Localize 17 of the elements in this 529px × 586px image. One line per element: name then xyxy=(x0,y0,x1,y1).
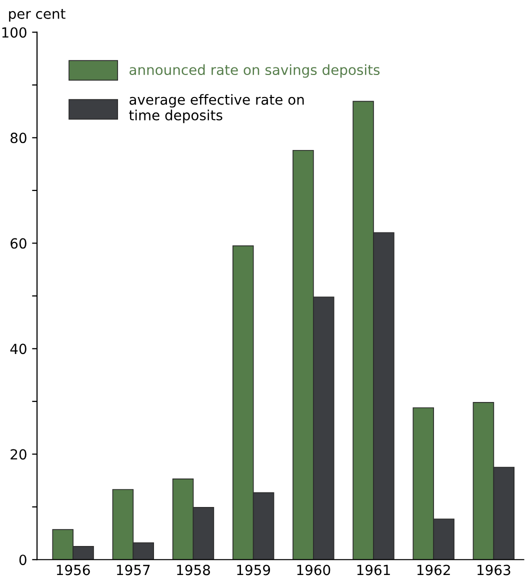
y-tick-label: 100 xyxy=(2,27,26,38)
x-tick-label: 1956 xyxy=(56,564,90,576)
y-tick-label: 60 xyxy=(10,238,26,249)
x-tick-label: 1959 xyxy=(237,564,270,576)
y-axis-title: per cent xyxy=(9,9,66,22)
x-tick-label: 1962 xyxy=(417,564,450,576)
x-tick-label: 1957 xyxy=(117,564,150,576)
legend-label: average effective rate on time deposits xyxy=(129,94,304,124)
y-tick-label: 20 xyxy=(10,449,26,460)
y-tick-label: 40 xyxy=(10,344,26,354)
y-tick-label: 0 xyxy=(19,554,26,566)
x-tick-label: 1958 xyxy=(177,564,210,576)
x-tick-label: 1961 xyxy=(357,564,390,576)
legend-label: announced rate on savings deposits xyxy=(130,64,380,78)
y-tick-label: 80 xyxy=(10,132,26,144)
x-tick-label: 1963 xyxy=(478,564,510,576)
x-tick-label: 1960 xyxy=(297,564,330,576)
